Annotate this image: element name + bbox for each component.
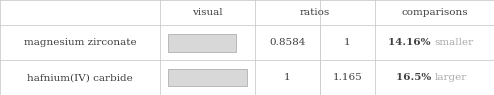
Text: ratios: ratios: [300, 8, 330, 17]
Bar: [167, 34, 236, 52]
Text: smaller: smaller: [435, 38, 474, 47]
Text: magnesium zirconate: magnesium zirconate: [24, 38, 136, 47]
Text: 0.8584: 0.8584: [269, 38, 306, 47]
Bar: [167, 69, 247, 86]
Text: comparisons: comparisons: [401, 8, 468, 17]
Text: larger: larger: [435, 73, 467, 82]
Text: hafnium(IV) carbide: hafnium(IV) carbide: [27, 73, 133, 82]
Text: 14.16%: 14.16%: [388, 38, 435, 47]
Text: 1: 1: [284, 73, 291, 82]
Text: 1: 1: [344, 38, 351, 47]
Text: visual: visual: [192, 8, 223, 17]
Text: 16.5%: 16.5%: [396, 73, 435, 82]
Text: 1.165: 1.165: [332, 73, 363, 82]
